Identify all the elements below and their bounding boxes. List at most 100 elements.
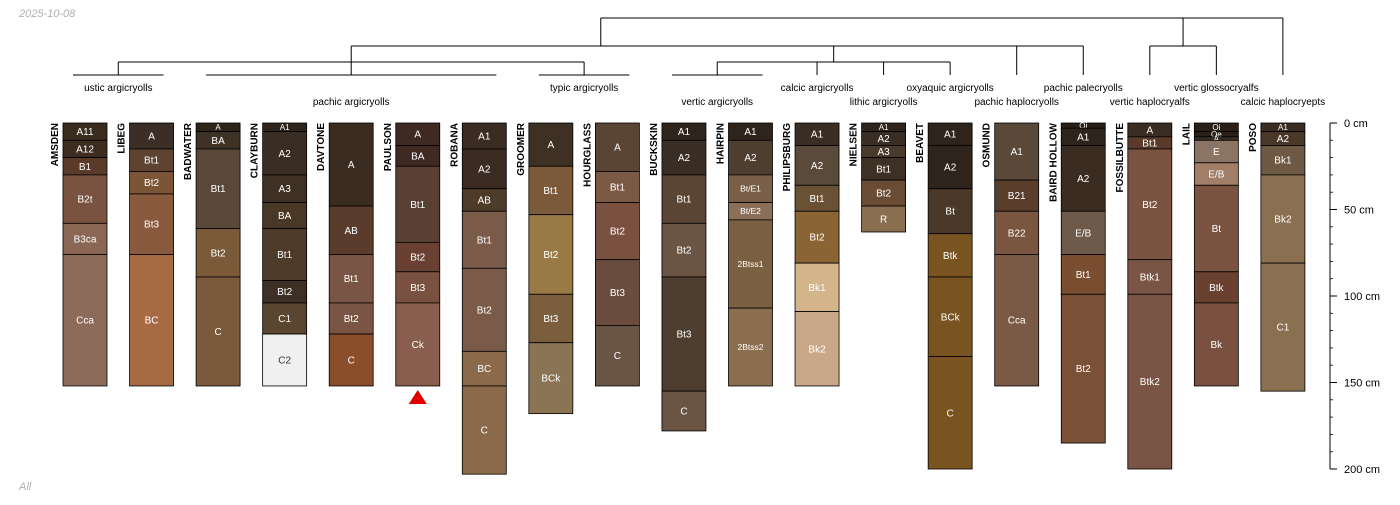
horizon — [461, 148, 507, 190]
horizon — [1127, 293, 1173, 470]
horizon — [262, 333, 308, 387]
horizon-label: Bt2 — [610, 227, 625, 238]
profile-name-baird-hollow: BAIRD HOLLOW — [1048, 122, 1059, 201]
profile-name-hairpin: HAIRPIN — [716, 123, 727, 164]
horizon-label: A1 — [944, 130, 957, 141]
horizon-label: AB — [478, 195, 492, 206]
horizon-label: Bt1 — [1142, 138, 1157, 149]
horizon-label: Oe — [1211, 130, 1222, 139]
horizon — [728, 174, 773, 203]
horizon-label: A — [1146, 125, 1153, 136]
horizon — [595, 171, 640, 203]
depth-tick-label: 200 cm — [1344, 464, 1380, 476]
horizon — [861, 205, 906, 233]
group-label: typic argicryolls — [550, 83, 618, 94]
date-label: 2025-10-08 — [19, 8, 76, 20]
horizon — [528, 293, 574, 344]
group-label: ustic argicryolls — [84, 83, 152, 94]
profile-name-hourglass: HOURGLASS — [582, 123, 593, 187]
profile-name-poso: POSO — [1248, 123, 1259, 152]
group-label: calcic haplocryepts — [1241, 97, 1325, 108]
profile-name-philipsburg: PHILIPSBURG — [782, 123, 793, 192]
horizon-label: Cca — [1008, 316, 1026, 327]
horizon-label: A2 — [811, 161, 824, 172]
horizon-label: B22 — [1008, 228, 1026, 239]
horizon-label: BCk — [541, 374, 561, 385]
horizon-label: Bt2 — [211, 248, 226, 259]
horizon-label: C2 — [278, 356, 291, 367]
horizon-label: Bt3 — [543, 314, 558, 325]
horizon-label: A — [215, 123, 221, 132]
horizon-label: Bt — [1212, 224, 1222, 235]
horizon-label: BA — [411, 151, 425, 162]
horizon — [328, 302, 374, 335]
horizon-label: A3 — [279, 184, 292, 195]
horizon-label: Bt2 — [410, 253, 425, 264]
horizon — [395, 165, 441, 243]
profile-name-nielsen: NIELSEN — [849, 123, 860, 166]
horizon — [661, 139, 707, 176]
horizon-label: E — [1213, 147, 1220, 158]
horizon-label: Bk — [1211, 340, 1224, 351]
horizon-label: A2 — [744, 153, 757, 164]
horizon — [994, 254, 1040, 387]
horizon-label: B21 — [1008, 191, 1026, 202]
horizon — [461, 350, 507, 387]
group-label: vertic glossocryalfs — [1174, 83, 1258, 94]
horizon-label: B1 — [79, 162, 92, 173]
horizon-label: Bt2 — [1076, 364, 1091, 375]
horizon — [794, 210, 840, 264]
horizon — [794, 311, 840, 387]
horizon-label: Btk2 — [1140, 377, 1160, 388]
horizon-label: A1 — [811, 130, 824, 141]
horizon — [262, 302, 308, 335]
horizon-label: A2 — [1077, 174, 1090, 185]
group-label: calcic argicryolls — [781, 83, 854, 94]
horizon-label: A1 — [478, 131, 491, 142]
horizon-label: Bt1 — [410, 200, 425, 211]
horizon — [328, 333, 374, 387]
horizon — [728, 219, 773, 309]
horizon-label: Bt1 — [144, 156, 159, 167]
horizon-label: Bt2 — [676, 246, 691, 257]
horizon-label: Bt1 — [211, 184, 226, 195]
horizon-label: C — [481, 426, 488, 437]
horizon-label: A12 — [76, 144, 94, 155]
horizon-label: Bt1 — [344, 274, 359, 285]
horizon — [461, 210, 507, 269]
horizon — [461, 267, 507, 352]
horizon-label: Btk — [943, 251, 958, 262]
horizon-label: Btk1 — [1140, 272, 1160, 283]
horizon-label: BC — [477, 364, 491, 375]
profile-name-lail: LAIL — [1181, 123, 1192, 145]
horizon — [328, 122, 374, 207]
horizon-label: Bt1 — [676, 195, 691, 206]
horizon-label: Oi — [1212, 123, 1220, 132]
horizon-label: 2Btss2 — [738, 342, 764, 352]
horizon-label: A — [614, 143, 621, 154]
horizon-label: A — [414, 130, 421, 141]
horizon-label: Cca — [76, 316, 94, 327]
horizon-label: R — [880, 215, 887, 226]
horizon-label: A11 — [76, 127, 93, 138]
horizon — [595, 202, 640, 261]
horizon-label: C — [680, 407, 687, 418]
horizon-label: Ck — [412, 340, 425, 351]
horizon-label: Bt1 — [610, 183, 625, 194]
depth-tick-label: 100 cm — [1344, 291, 1380, 303]
group-label: pachic haplocryolls — [974, 97, 1059, 108]
horizon-label: A1 — [1077, 132, 1090, 143]
horizon — [1060, 293, 1106, 444]
profile-name-osmund: OSMUND — [982, 123, 993, 167]
horizon-label: Bt — [945, 207, 955, 218]
horizon-label: E/B — [1208, 170, 1224, 181]
profile-name-badwater: BADWATER — [183, 122, 194, 180]
horizon-label: Btk — [1209, 283, 1224, 294]
horizon — [1193, 271, 1239, 304]
horizon-label: Bt2 — [344, 314, 359, 325]
horizon — [927, 233, 973, 278]
footer-label: All — [19, 481, 32, 493]
horizon-label: A — [1214, 134, 1220, 143]
